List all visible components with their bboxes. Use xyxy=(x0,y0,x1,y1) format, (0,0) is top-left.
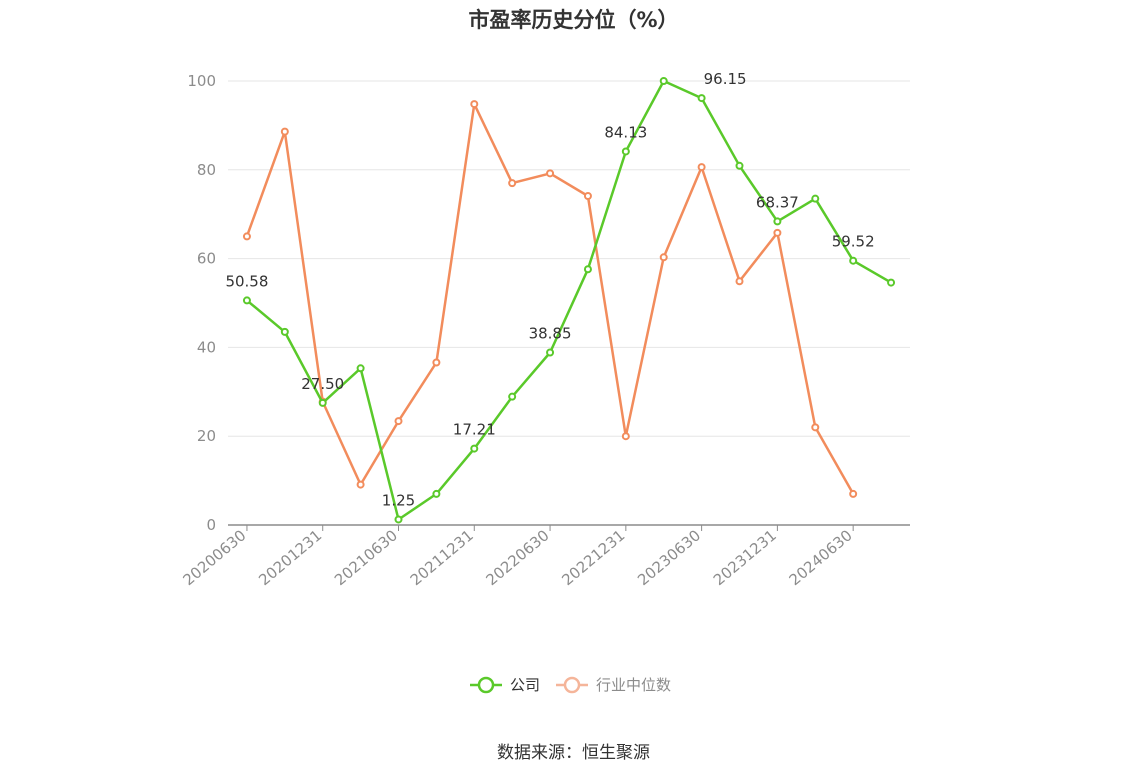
x-tick-label: 20211231 xyxy=(407,526,477,589)
data-point xyxy=(621,147,630,156)
data-point xyxy=(811,194,820,203)
data-point xyxy=(280,127,289,136)
data-point xyxy=(697,94,706,103)
legend-marker xyxy=(477,676,495,694)
data-label: 96.15 xyxy=(704,70,747,88)
data-point xyxy=(242,296,251,305)
legend-item-industry-median: 行业中位数 xyxy=(596,676,671,694)
data-point xyxy=(583,191,592,200)
x-tick-label: 20200630 xyxy=(179,526,249,589)
data-point xyxy=(659,253,668,262)
data-point xyxy=(470,444,479,453)
line-chart: 0 20 40 60 80 100 20200630 20201231 20210630 2021… xyxy=(179,70,910,694)
data-label: 59.52 xyxy=(832,233,875,251)
data-label: 17.21 xyxy=(453,421,496,439)
data-label: 27.50 xyxy=(301,375,344,393)
data-point xyxy=(546,348,555,357)
data-point xyxy=(242,232,251,241)
data-point xyxy=(773,217,782,226)
x-tick-label: 20201231 xyxy=(255,526,325,589)
series-line-company xyxy=(246,79,892,521)
data-point xyxy=(394,417,403,426)
data-point xyxy=(735,161,744,170)
x-tick-label: 20240630 xyxy=(786,526,856,589)
data-label: 38.85 xyxy=(529,325,572,343)
data-point xyxy=(432,489,441,498)
y-tick-label: 40 xyxy=(197,338,216,356)
x-tick-label: 20220630 xyxy=(483,526,553,589)
data-point xyxy=(659,77,668,85)
data-point xyxy=(811,423,820,432)
data-point xyxy=(583,265,592,274)
legend-marker xyxy=(563,676,581,694)
data-point xyxy=(887,278,896,287)
data-source-note: 数据来源：恒生聚源 xyxy=(497,743,650,763)
data-point xyxy=(280,327,289,336)
data-point xyxy=(432,358,441,367)
x-tick-label: 20210630 xyxy=(331,526,401,589)
data-point xyxy=(508,179,517,188)
data-point xyxy=(508,392,517,401)
y-tick-label: 100 xyxy=(187,72,216,90)
data-point xyxy=(394,515,403,524)
y-tick-label: 20 xyxy=(197,427,216,445)
x-tick-label: 20231231 xyxy=(710,526,780,589)
data-point xyxy=(470,100,479,109)
data-label: 50.58 xyxy=(225,272,268,290)
data-label: 68.37 xyxy=(756,193,799,211)
data-label: 84.13 xyxy=(604,123,647,141)
data-point xyxy=(849,256,858,265)
data-point xyxy=(697,163,706,172)
x-tick-label: 20221231 xyxy=(558,526,628,589)
chart-title: 市盈率历史分位（%） xyxy=(468,8,679,32)
data-point xyxy=(735,277,744,286)
y-tick-label: 80 xyxy=(197,161,216,179)
data-point xyxy=(621,432,630,441)
legend-item-company: 公司 xyxy=(510,676,540,694)
y-tick-label: 0 xyxy=(206,516,216,534)
data-point xyxy=(849,489,858,498)
x-tick-label: 20230630 xyxy=(634,526,704,589)
data-point xyxy=(318,398,327,407)
y-tick-label: 60 xyxy=(197,250,216,268)
data-point xyxy=(546,169,555,178)
series-line-industry-median xyxy=(245,102,855,495)
data-point xyxy=(356,364,365,373)
data-point xyxy=(356,480,365,489)
data-label: 1.25 xyxy=(382,491,415,509)
data-point xyxy=(773,228,782,237)
